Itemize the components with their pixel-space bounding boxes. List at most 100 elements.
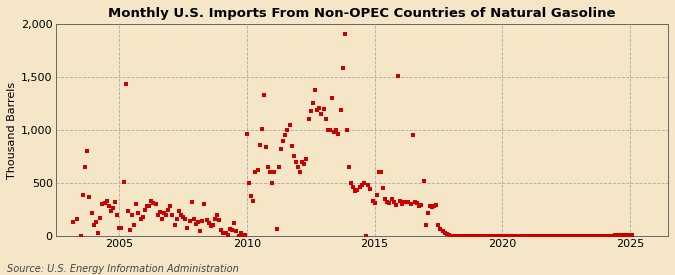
Point: [582, 234, 593, 238]
Point: [242, 132, 252, 136]
Point: [146, 199, 157, 203]
Point: [307, 101, 318, 106]
Point: [125, 227, 136, 232]
Point: [192, 220, 203, 224]
Point: [595, 234, 605, 238]
Point: [429, 204, 439, 208]
Point: [443, 233, 454, 237]
Point: [362, 183, 373, 187]
Point: [414, 204, 425, 208]
Point: [433, 223, 443, 228]
Point: [435, 226, 446, 231]
Point: [622, 233, 633, 237]
Point: [133, 210, 144, 215]
Point: [620, 233, 631, 237]
Point: [354, 185, 365, 189]
Point: [588, 234, 599, 238]
Point: [95, 216, 105, 220]
Point: [410, 200, 421, 204]
Point: [148, 201, 159, 205]
Point: [107, 206, 118, 211]
Point: [524, 234, 535, 238]
Point: [178, 215, 188, 219]
Point: [333, 132, 344, 136]
Point: [403, 200, 414, 204]
Point: [286, 144, 297, 148]
Point: [558, 234, 569, 238]
Point: [431, 203, 441, 207]
Point: [456, 234, 467, 238]
Point: [614, 233, 624, 237]
Point: [275, 147, 286, 151]
Point: [395, 199, 406, 203]
Point: [101, 199, 112, 203]
Point: [516, 234, 526, 238]
Point: [127, 213, 138, 217]
Point: [216, 227, 227, 232]
Point: [599, 234, 610, 238]
Point: [608, 234, 618, 238]
Point: [531, 234, 541, 238]
Point: [490, 234, 501, 238]
Point: [261, 145, 271, 149]
Point: [552, 234, 563, 238]
Point: [543, 234, 554, 238]
Point: [248, 199, 259, 203]
Point: [159, 210, 169, 215]
Point: [310, 87, 321, 92]
Point: [97, 202, 107, 207]
Point: [505, 234, 516, 238]
Point: [375, 170, 386, 175]
Point: [495, 234, 506, 238]
Point: [329, 130, 340, 134]
Point: [118, 180, 129, 184]
Point: [246, 194, 256, 198]
Point: [580, 234, 591, 238]
Point: [155, 210, 165, 214]
Title: Monthly U.S. Imports From Non-OPEC Countries of Natural Gasoline: Monthly U.S. Imports From Non-OPEC Count…: [108, 7, 616, 20]
Point: [171, 217, 182, 221]
Point: [303, 117, 314, 122]
Point: [508, 234, 518, 238]
Point: [575, 234, 586, 238]
Point: [393, 74, 404, 78]
Point: [163, 207, 173, 212]
Point: [265, 170, 276, 175]
Point: [616, 233, 627, 237]
Point: [486, 234, 497, 238]
Point: [254, 143, 265, 147]
Point: [514, 234, 524, 238]
Point: [364, 187, 375, 192]
Point: [390, 203, 401, 207]
Point: [593, 234, 603, 238]
Point: [550, 234, 561, 238]
Point: [331, 128, 342, 132]
Point: [340, 32, 350, 37]
Point: [556, 234, 567, 238]
Point: [503, 234, 514, 238]
Point: [90, 220, 101, 224]
Point: [224, 226, 235, 231]
Point: [412, 201, 423, 205]
Text: Source: U.S. Energy Information Administration: Source: U.S. Energy Information Administ…: [7, 264, 238, 274]
Point: [406, 202, 416, 207]
Point: [214, 218, 225, 222]
Point: [271, 226, 282, 231]
Point: [327, 96, 338, 100]
Point: [356, 183, 367, 187]
Point: [626, 233, 637, 237]
Point: [605, 234, 616, 238]
Point: [84, 195, 95, 199]
Point: [86, 210, 97, 215]
Point: [386, 197, 397, 201]
Point: [541, 234, 552, 238]
Point: [278, 138, 289, 143]
Point: [205, 224, 216, 229]
Point: [535, 234, 546, 238]
Point: [454, 234, 465, 238]
Point: [165, 204, 176, 208]
Point: [501, 234, 512, 238]
Point: [537, 234, 548, 238]
Point: [425, 204, 435, 208]
Point: [418, 179, 429, 183]
